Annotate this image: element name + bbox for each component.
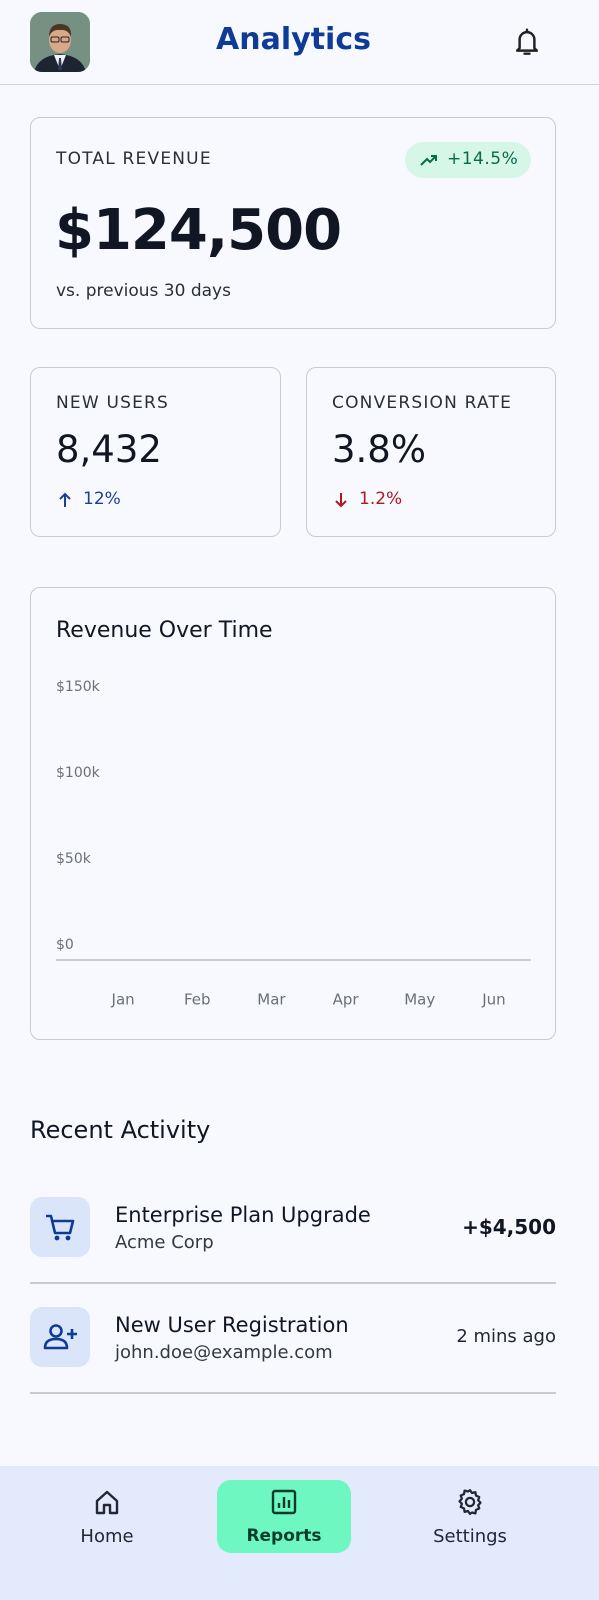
nav-home[interactable]: Home xyxy=(47,1480,167,1550)
revenue-card: TOTAL REVENUE +14.5% $124,500 vs. previo… xyxy=(30,117,556,329)
y-tick-label: $100k xyxy=(56,765,101,781)
metric-value: 8,432 xyxy=(56,428,162,471)
chart-card: Revenue Over Time $0 $50k $100k $150k Jan Feb… xyxy=(30,587,556,1040)
activity-title: Enterprise Plan Upgrade xyxy=(115,1203,371,1227)
nav-settings[interactable]: Settings xyxy=(410,1480,530,1550)
metric-label: CONVERSION RATE xyxy=(332,393,513,413)
cart-icon xyxy=(30,1197,90,1257)
y-tick-label: $50k xyxy=(56,851,92,867)
revenue-note: vs. previous 30 days xyxy=(56,281,231,301)
revenue-value: $124,500 xyxy=(55,198,342,263)
arrow-down-icon xyxy=(335,493,347,508)
page-title: Analytics xyxy=(216,22,371,57)
trend-up-icon xyxy=(420,155,437,166)
user-add-icon xyxy=(30,1307,90,1367)
x-tick-label: Apr xyxy=(332,990,359,1008)
nav-reports[interactable]: Reports xyxy=(217,1480,351,1553)
nav-label: Home xyxy=(80,1526,134,1547)
metric-card: NEW USERS 8,432 12% xyxy=(30,367,281,537)
x-tick-label: May xyxy=(404,990,435,1008)
avatar[interactable] xyxy=(30,12,90,72)
x-tick-label: Jun xyxy=(481,990,505,1008)
chart: Revenue Over Time $0 $50k $100k $150k Jan Feb… xyxy=(55,618,531,1008)
divider xyxy=(30,1282,556,1284)
x-tick-label: Mar xyxy=(257,990,286,1008)
activity-subtitle: Acme Corp xyxy=(115,1232,214,1253)
activity-amount: +$4,500 xyxy=(462,1215,556,1239)
activity-title: New User Registration xyxy=(115,1313,349,1337)
activity-subtitle: john.doe@example.com xyxy=(115,1342,333,1363)
arrow-up-icon xyxy=(59,492,71,507)
revenue-label: TOTAL REVENUE xyxy=(56,149,212,169)
metric-value: 3.8% xyxy=(332,428,426,471)
x-tick-label: Feb xyxy=(183,990,210,1008)
nav-label: Settings xyxy=(433,1526,507,1547)
change-badge: +14.5% xyxy=(405,142,531,178)
activity-time: 2 mins ago xyxy=(456,1326,556,1347)
metric-change: 12% xyxy=(83,489,121,509)
x-tick-label: Jan xyxy=(110,990,134,1008)
y-tick-label: $0 xyxy=(56,937,74,953)
y-tick-label: $150k xyxy=(56,679,101,695)
top-bar: Analytics xyxy=(0,0,599,85)
bottom-nav: Home Reports Settings xyxy=(0,1466,599,1600)
metric-card: CONVERSION RATE 3.8% 1.2% xyxy=(306,367,556,537)
nav-label: Reports xyxy=(246,1526,322,1546)
chart-title: Revenue Over Time xyxy=(56,618,273,643)
notification-bell[interactable] xyxy=(512,26,542,58)
divider xyxy=(30,1392,556,1394)
section-title: Recent Activity xyxy=(30,1116,211,1144)
metric-label: NEW USERS xyxy=(56,393,170,413)
change-value: +14.5% xyxy=(447,149,519,169)
metric-change: 1.2% xyxy=(359,489,403,509)
